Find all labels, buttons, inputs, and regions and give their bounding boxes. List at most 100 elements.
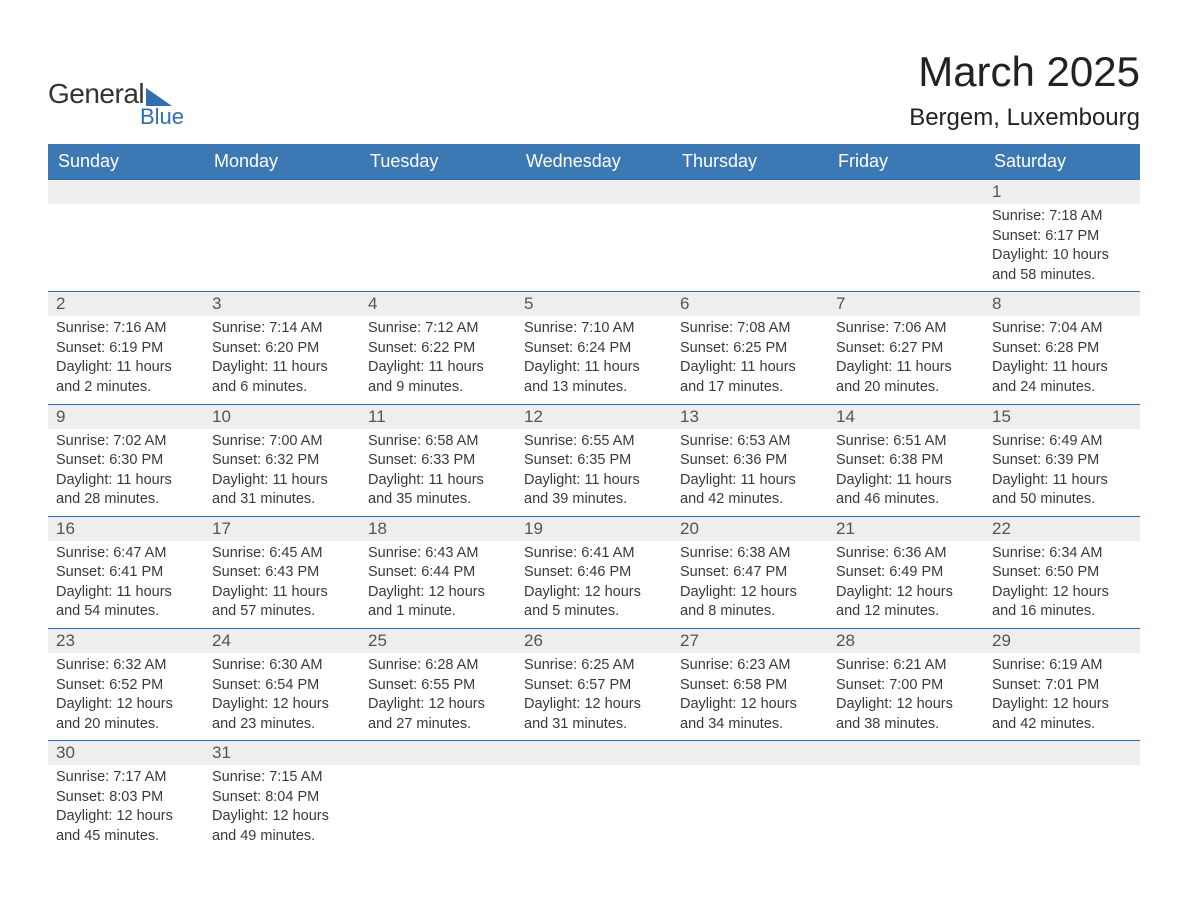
day-body: Sunrise: 6:51 AMSunset: 6:38 PMDaylight:… [828, 429, 984, 516]
day-body: Sunrise: 7:12 AMSunset: 6:22 PMDaylight:… [360, 316, 516, 403]
day-number [204, 180, 360, 204]
day-cell: 9Sunrise: 7:02 AMSunset: 6:30 PMDaylight… [48, 404, 204, 516]
day-number: 25 [360, 629, 516, 653]
day-body: Sunrise: 7:04 AMSunset: 6:28 PMDaylight:… [984, 316, 1140, 403]
day-body: Sunrise: 7:10 AMSunset: 6:24 PMDaylight:… [516, 316, 672, 403]
day-cell: 10Sunrise: 7:00 AMSunset: 6:32 PMDayligh… [204, 404, 360, 516]
daylight-line: Daylight: 12 hours and 38 minutes. [836, 695, 976, 734]
week-row: 9Sunrise: 7:02 AMSunset: 6:30 PMDaylight… [48, 404, 1140, 516]
day-number: 17 [204, 517, 360, 541]
day-body [360, 204, 516, 213]
day-cell: 11Sunrise: 6:58 AMSunset: 6:33 PMDayligh… [360, 404, 516, 516]
sunset-line: Sunset: 6:47 PM [680, 563, 820, 583]
day-cell [672, 741, 828, 853]
day-number [360, 180, 516, 204]
day-cell: 15Sunrise: 6:49 AMSunset: 6:39 PMDayligh… [984, 404, 1140, 516]
day-number: 8 [984, 292, 1140, 316]
daylight-line: Daylight: 11 hours and 46 minutes. [836, 471, 976, 510]
day-body [828, 204, 984, 213]
day-number [48, 180, 204, 204]
sunset-line: Sunset: 6:30 PM [56, 451, 196, 471]
day-number: 13 [672, 405, 828, 429]
sunrise-line: Sunrise: 7:08 AM [680, 319, 820, 339]
sunrise-line: Sunrise: 7:18 AM [992, 207, 1132, 227]
day-number: 12 [516, 405, 672, 429]
day-body [984, 765, 1140, 774]
daylight-line: Daylight: 12 hours and 49 minutes. [212, 807, 352, 846]
day-header: Saturday [984, 144, 1140, 180]
day-body [672, 765, 828, 774]
sunset-line: Sunset: 7:00 PM [836, 676, 976, 696]
day-cell: 6Sunrise: 7:08 AMSunset: 6:25 PMDaylight… [672, 292, 828, 404]
day-cell [984, 741, 1140, 853]
title-block: March 2025 Bergem, Luxembourg [909, 48, 1140, 132]
day-cell [204, 180, 360, 292]
day-cell: 12Sunrise: 6:55 AMSunset: 6:35 PMDayligh… [516, 404, 672, 516]
day-cell: 30Sunrise: 7:17 AMSunset: 8:03 PMDayligh… [48, 741, 204, 853]
daylight-line: Daylight: 11 hours and 24 minutes. [992, 358, 1132, 397]
sunrise-line: Sunrise: 7:16 AM [56, 319, 196, 339]
logo: General Blue [48, 48, 184, 130]
sunrise-line: Sunrise: 6:32 AM [56, 656, 196, 676]
week-row: 2Sunrise: 7:16 AMSunset: 6:19 PMDaylight… [48, 292, 1140, 404]
daylight-line: Daylight: 12 hours and 31 minutes. [524, 695, 664, 734]
logo-word1: General [48, 78, 144, 110]
sunrise-line: Sunrise: 6:51 AM [836, 432, 976, 452]
title-month-year: March 2025 [909, 48, 1140, 96]
sunset-line: Sunset: 6:20 PM [212, 339, 352, 359]
sunset-line: Sunset: 6:38 PM [836, 451, 976, 471]
sunrise-line: Sunrise: 6:25 AM [524, 656, 664, 676]
day-body: Sunrise: 7:02 AMSunset: 6:30 PMDaylight:… [48, 429, 204, 516]
day-body: Sunrise: 6:23 AMSunset: 6:58 PMDaylight:… [672, 653, 828, 740]
sunrise-line: Sunrise: 6:38 AM [680, 544, 820, 564]
sunset-line: Sunset: 7:01 PM [992, 676, 1132, 696]
daylight-line: Daylight: 11 hours and 28 minutes. [56, 471, 196, 510]
sunrise-line: Sunrise: 6:21 AM [836, 656, 976, 676]
sunset-line: Sunset: 6:43 PM [212, 563, 352, 583]
day-cell: 19Sunrise: 6:41 AMSunset: 6:46 PMDayligh… [516, 516, 672, 628]
day-cell: 28Sunrise: 6:21 AMSunset: 7:00 PMDayligh… [828, 629, 984, 741]
day-cell: 20Sunrise: 6:38 AMSunset: 6:47 PMDayligh… [672, 516, 828, 628]
day-body: Sunrise: 6:21 AMSunset: 7:00 PMDaylight:… [828, 653, 984, 740]
day-number: 23 [48, 629, 204, 653]
day-cell [516, 180, 672, 292]
day-body: Sunrise: 6:58 AMSunset: 6:33 PMDaylight:… [360, 429, 516, 516]
day-body: Sunrise: 6:36 AMSunset: 6:49 PMDaylight:… [828, 541, 984, 628]
day-cell [360, 741, 516, 853]
day-number: 29 [984, 629, 1140, 653]
day-header: Sunday [48, 144, 204, 180]
day-number: 4 [360, 292, 516, 316]
sunset-line: Sunset: 6:39 PM [992, 451, 1132, 471]
day-number: 18 [360, 517, 516, 541]
day-cell: 27Sunrise: 6:23 AMSunset: 6:58 PMDayligh… [672, 629, 828, 741]
sunset-line: Sunset: 6:24 PM [524, 339, 664, 359]
day-number [672, 180, 828, 204]
day-number: 7 [828, 292, 984, 316]
day-header: Tuesday [360, 144, 516, 180]
daylight-line: Daylight: 12 hours and 23 minutes. [212, 695, 352, 734]
day-cell: 26Sunrise: 6:25 AMSunset: 6:57 PMDayligh… [516, 629, 672, 741]
daylight-line: Daylight: 11 hours and 17 minutes. [680, 358, 820, 397]
sunset-line: Sunset: 6:32 PM [212, 451, 352, 471]
day-cell: 24Sunrise: 6:30 AMSunset: 6:54 PMDayligh… [204, 629, 360, 741]
day-header: Monday [204, 144, 360, 180]
day-body [204, 204, 360, 213]
sunrise-line: Sunrise: 7:17 AM [56, 768, 196, 788]
title-location: Bergem, Luxembourg [909, 104, 1140, 132]
day-number: 16 [48, 517, 204, 541]
sunrise-line: Sunrise: 7:10 AM [524, 319, 664, 339]
sunrise-line: Sunrise: 6:41 AM [524, 544, 664, 564]
sunset-line: Sunset: 6:54 PM [212, 676, 352, 696]
day-body: Sunrise: 6:43 AMSunset: 6:44 PMDaylight:… [360, 541, 516, 628]
day-cell: 23Sunrise: 6:32 AMSunset: 6:52 PMDayligh… [48, 629, 204, 741]
day-cell [672, 180, 828, 292]
day-cell: 4Sunrise: 7:12 AMSunset: 6:22 PMDaylight… [360, 292, 516, 404]
sunrise-line: Sunrise: 6:45 AM [212, 544, 352, 564]
daylight-line: Daylight: 11 hours and 35 minutes. [368, 471, 508, 510]
sunrise-line: Sunrise: 7:12 AM [368, 319, 508, 339]
day-number [516, 741, 672, 765]
day-number: 15 [984, 405, 1140, 429]
sunrise-line: Sunrise: 6:28 AM [368, 656, 508, 676]
day-body: Sunrise: 6:53 AMSunset: 6:36 PMDaylight:… [672, 429, 828, 516]
day-number: 19 [516, 517, 672, 541]
